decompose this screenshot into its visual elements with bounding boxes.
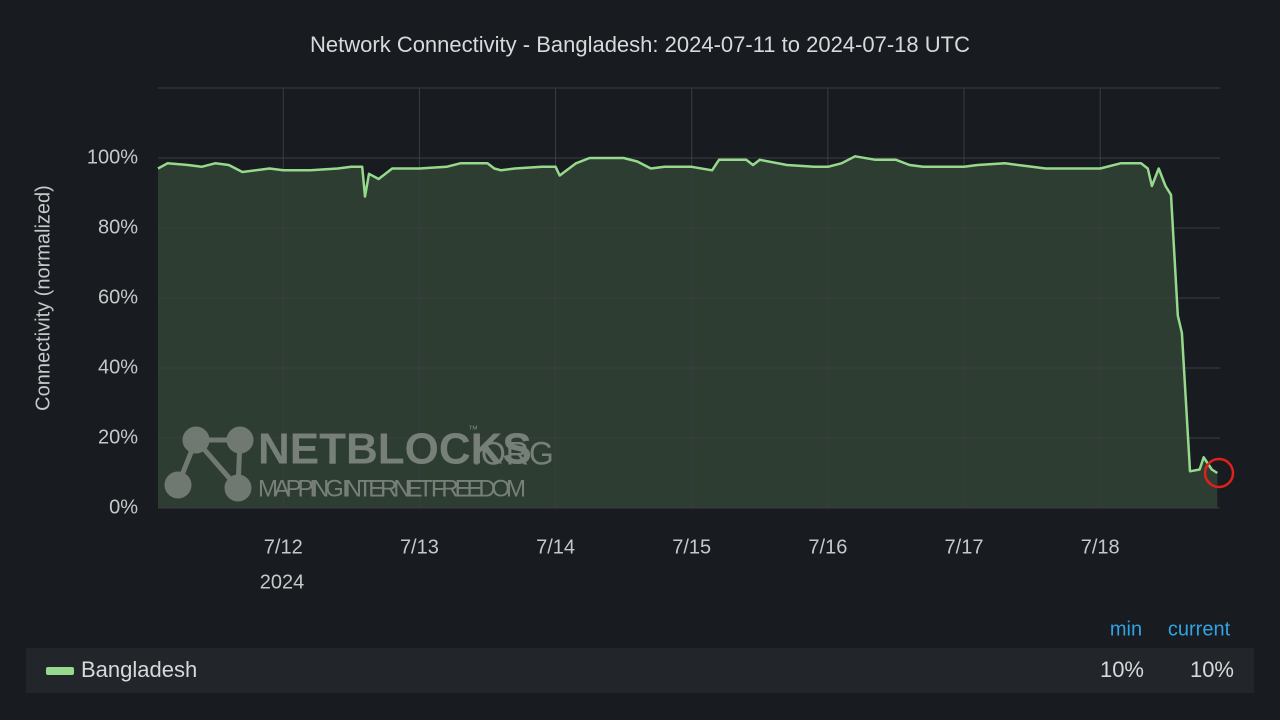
legend-value: 10%	[1190, 657, 1234, 682]
y-tick-label: 80%	[98, 216, 138, 238]
area	[158, 156, 1218, 509]
legend-label[interactable]: Bangladesh	[81, 657, 197, 682]
watermark-brand: NETBLOCKS	[258, 425, 532, 474]
highlight-circle	[1203, 457, 1235, 489]
x-year-label: 2024	[260, 571, 305, 593]
line	[157, 155, 1218, 475]
y-tick-label: 40%	[98, 356, 138, 378]
legend-row	[26, 648, 1254, 693]
y-tick-label: 20%	[98, 426, 138, 448]
legend-header: min	[1110, 618, 1142, 640]
x-tick-label: 7/13	[400, 536, 439, 558]
chart-title: Network Connectivity - Bangladesh: 2024-…	[310, 32, 970, 57]
x-tick-label: 7/17	[945, 536, 984, 558]
x-tick-label: 7/16	[808, 536, 847, 558]
plot-area: 0% 20% 40% 60% 80% 100% 7/12 7/13 7/14 7/15 7/16 7/…	[87, 87, 1220, 558]
watermark-suffix: .ORG	[472, 435, 554, 471]
x-tick-label: 7/14	[536, 536, 575, 558]
y-tick-label: 60%	[98, 286, 138, 308]
legend-swatch	[46, 667, 74, 675]
legend-header: current	[1168, 618, 1231, 640]
x-tick-label: 7/12	[264, 536, 303, 558]
watermark-tagline: MAPPING INTERNET FREEDOM	[258, 475, 526, 502]
y-tick-label: 0%	[109, 496, 138, 518]
x-tick-label: 7/18	[1081, 536, 1120, 558]
watermark: NETBLOCKS .ORG ™ MAPPING INTERNET FREEDO…	[164, 425, 554, 502]
y-tick-label: 100%	[87, 146, 138, 168]
y-axis-label: Connectivity (normalized)	[32, 185, 54, 411]
watermark-tm: ™	[468, 425, 478, 436]
legend-value: 10%	[1100, 657, 1144, 682]
watermark-logo	[164, 426, 254, 502]
x-tick-label: 7/15	[672, 536, 711, 558]
